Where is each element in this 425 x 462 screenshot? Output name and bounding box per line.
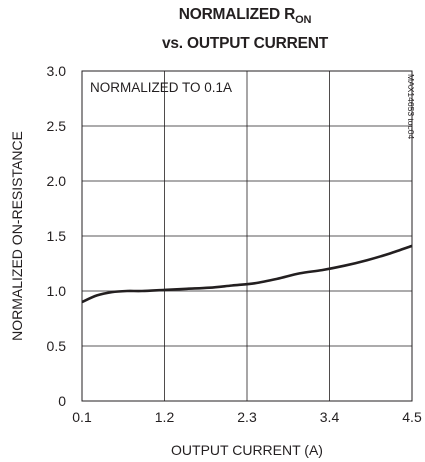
series-line [81,244,413,304]
x-tick-label: 2.3 [237,409,257,425]
y-axis-label: NORMALIZED ON-RESISTANCE [9,131,25,341]
y-tick-labels: 0 0.5 1.0 1.5 2.0 2.5 3.0 [47,63,67,409]
x-tick-label: 1.2 [155,409,175,425]
grid [82,71,412,401]
plot-frame [81,70,413,402]
y-tick-label: 0 [58,393,66,409]
chart-title: NORMALIZED RON [70,6,420,26]
y-tick-label: 2.0 [47,173,67,189]
x-tick-label: 3.4 [320,409,340,425]
y-tick-label: 0.5 [47,338,67,354]
y-tick-label: 2.5 [47,118,67,134]
y-tick-label: 1.5 [47,228,67,244]
chart-title-main: NORMALIZED R [178,6,296,23]
y-tick-label: 3.0 [47,63,67,79]
series-group [81,244,413,304]
x-axis-label: OUTPUT CURRENT (A) [171,442,323,458]
chart-title-subscript: ON [295,14,312,26]
y-tick-label: 1.0 [47,283,67,299]
x-tick-labels: 0.1 1.2 2.3 3.4 4.5 [72,409,422,425]
figure-id-label: MAX14653 toc04 [406,74,416,139]
annotation-text: NORMALIZED TO 0.1A [90,80,232,95]
chart-title-line2: vs. OUTPUT CURRENT [161,35,329,52]
x-tick-label: 0.1 [72,409,92,425]
x-tick-label: 4.5 [402,409,422,425]
